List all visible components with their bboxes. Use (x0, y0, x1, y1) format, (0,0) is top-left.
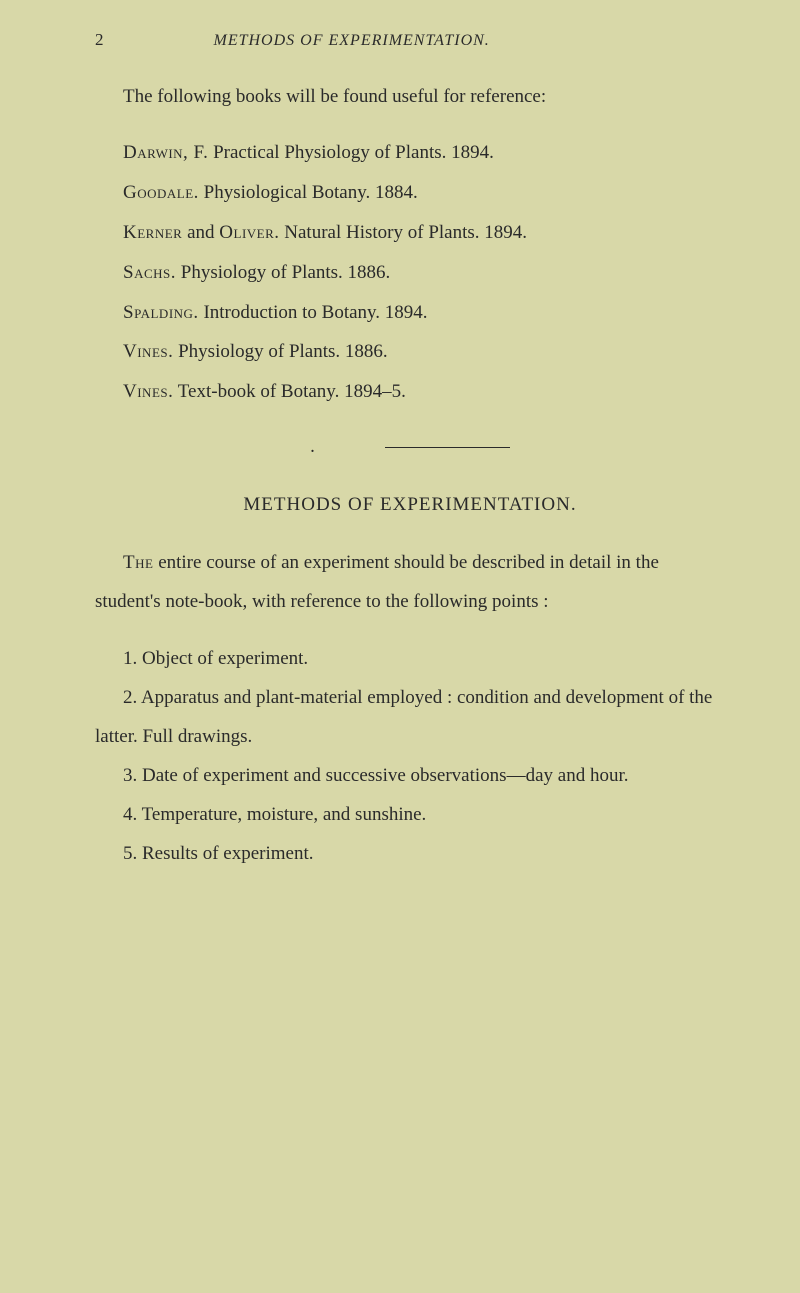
reference-author: Vines. (123, 341, 173, 362)
divider: . (95, 436, 725, 458)
reference-author: Oliver. (219, 222, 279, 243)
page-number: 2 (95, 30, 104, 50)
divider-rule (385, 447, 510, 448)
page-header: 2 METHODS OF EXPERIMENTATION. (95, 30, 725, 50)
reference-author: Goodale. (123, 182, 199, 203)
divider-dot: . (310, 436, 315, 458)
reference-item: Vines. Physiology of Plants. 1886. (95, 332, 725, 372)
running-head: METHODS OF EXPERIMENTATION. (214, 32, 490, 50)
reference-text: Physiology of Plants. 1886. (176, 262, 390, 283)
drop-lead: The (123, 552, 153, 573)
body-text: entire course of an experiment should be… (95, 552, 659, 612)
reference-item: Kerner and Oliver. Natural History of Pl… (95, 213, 725, 253)
point-item: 5. Results of experiment. (95, 835, 725, 874)
reference-author: Vines. (123, 381, 173, 402)
point-item: 2. Apparatus and plant-material employed… (95, 679, 725, 757)
reference-author: Kerner (123, 222, 182, 243)
reference-item: Vines. Text-book of Botany. 1894–5. (95, 372, 725, 412)
body-paragraph: The entire course of an experiment shoul… (95, 544, 725, 622)
reference-conjunction: and (182, 222, 219, 243)
reference-text: Text-book of Botany. 1894–5. (173, 381, 405, 402)
reference-item: Sachs. Physiology of Plants. 1886. (95, 253, 725, 293)
reference-text: Physiological Botany. 1884. (199, 182, 418, 203)
intro-paragraph: The following books will be found useful… (95, 78, 725, 117)
reference-item: Darwin, F. Practical Physiology of Plant… (95, 133, 725, 173)
point-item: 1. Object of experiment. (95, 640, 725, 679)
reference-author: Darwin, F. (123, 142, 208, 163)
page: 2 METHODS OF EXPERIMENTATION. The follow… (0, 0, 800, 904)
reference-text: Practical Physiology of Plants. 1894. (208, 142, 494, 163)
point-item: 4. Temperature, moisture, and sunshine. (95, 796, 725, 835)
reference-list: Darwin, F. Practical Physiology of Plant… (95, 133, 725, 412)
reference-author: Sachs. (123, 262, 176, 283)
reference-text: Introduction to Botany. 1894. (199, 302, 428, 323)
reference-item: Spalding. Introduction to Botany. 1894. (95, 293, 725, 333)
reference-author: Spalding. (123, 302, 199, 323)
section-title: METHODS OF EXPERIMENTATION. (95, 494, 725, 516)
reference-text: Physiology of Plants. 1886. (173, 341, 387, 362)
reference-item: Goodale. Physiological Botany. 1884. (95, 173, 725, 213)
point-item: 3. Date of experiment and successive obs… (95, 757, 725, 796)
reference-text: Natural History of Plants. 1894. (280, 222, 528, 243)
